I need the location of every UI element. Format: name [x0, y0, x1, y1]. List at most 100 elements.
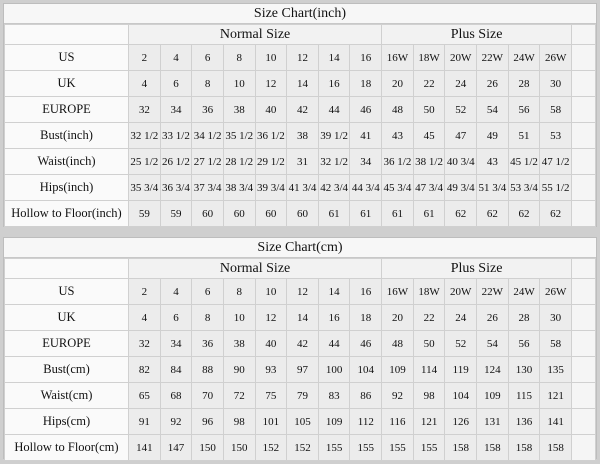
- size-value-cell: 150: [222, 434, 256, 461]
- empty-cell: [571, 278, 596, 305]
- size-value-cell: 45 1/2: [507, 148, 541, 175]
- size-table: Normal Size Plus Size US 2 4 6 8 10 12 14 16 16W 18W…: [4, 258, 596, 461]
- size-value-cell: 18: [349, 304, 383, 331]
- size-value-cell: 84: [159, 356, 193, 383]
- row-label: Waist(inch): [4, 148, 129, 175]
- size-value-cell: 152: [254, 434, 288, 461]
- size-value-cell: 34: [349, 148, 383, 175]
- size-value-cell: 104: [349, 356, 383, 383]
- size-value-cell: 60: [222, 200, 256, 227]
- size-value-cell: 119: [444, 356, 478, 383]
- row-label: Hips(cm): [4, 408, 129, 435]
- size-value-cell: 46: [349, 330, 383, 357]
- size-value-cell: 49 3/4: [444, 174, 478, 201]
- size-value-cell: 29 1/2: [254, 148, 288, 175]
- size-value-cell: 38 3/4: [222, 174, 256, 201]
- size-value-cell: 115: [507, 382, 541, 409]
- size-value-cell: 20W: [444, 278, 478, 305]
- size-value-cell: 34: [159, 330, 193, 357]
- size-value-cell: 59: [128, 200, 161, 227]
- size-value-cell: 45: [412, 122, 446, 149]
- size-value-cell: 12: [286, 278, 319, 305]
- empty-cell: [571, 96, 596, 123]
- table-row: EUROPE 32 34 36 38 40 42 44 46 48 50 52 54 56 58: [4, 330, 596, 357]
- size-value-cell: 61: [317, 200, 351, 227]
- size-value-cell: 39 1/2: [317, 122, 351, 149]
- size-value-cell: 155: [349, 434, 383, 461]
- group-normal-size: Normal Size: [127, 258, 383, 279]
- size-value-cell: 47: [444, 122, 478, 149]
- size-value-cell: 68: [159, 382, 193, 409]
- size-value-cell: 55 1/2: [539, 174, 572, 201]
- size-value-cell: 6: [191, 278, 224, 305]
- size-value-cell: 155: [317, 434, 351, 461]
- size-value-cell: 35 1/2: [222, 122, 256, 149]
- row-label: Hips(inch): [4, 174, 129, 201]
- size-value-cell: 92: [159, 408, 193, 435]
- size-value-cell: 53: [539, 122, 572, 149]
- size-value-cell: 10: [222, 70, 256, 97]
- size-value-cell: 62: [507, 200, 541, 227]
- table-row: Waist(inch) 25 1/2 26 1/2 27 1/2 28 1/2 29 1/…: [4, 148, 596, 175]
- size-value-cell: 40: [254, 96, 288, 123]
- size-value-cell: 20W: [444, 44, 478, 71]
- size-value-cell: 60: [254, 200, 288, 227]
- size-value-cell: 101: [254, 408, 288, 435]
- empty-cell: [571, 44, 596, 71]
- size-value-cell: 16: [317, 70, 351, 97]
- size-value-cell: 98: [412, 382, 446, 409]
- size-value-cell: 42: [286, 330, 319, 357]
- size-value-cell: 24: [444, 70, 478, 97]
- size-value-cell: 39 3/4: [254, 174, 288, 201]
- size-value-cell: 6: [159, 304, 193, 331]
- size-value-cell: 25 1/2: [128, 148, 161, 175]
- table-row: Hips(inch) 35 3/4 36 3/4 37 3/4 38 3/4 39 3/4…: [4, 174, 596, 201]
- table-row: US 2 4 6 8 10 12 14 16 16W 18W 20W 22W 24W 26W: [4, 44, 596, 71]
- size-value-cell: 105: [286, 408, 319, 435]
- size-value-cell: 38: [222, 96, 256, 123]
- size-value-cell: 26: [476, 304, 509, 331]
- size-value-cell: 43: [476, 148, 509, 175]
- size-value-cell: 24W: [507, 44, 541, 71]
- size-value-cell: 30: [539, 70, 572, 97]
- size-value-cell: 18: [349, 70, 383, 97]
- size-value-cell: 18W: [412, 44, 446, 71]
- size-value-cell: 41 3/4: [286, 174, 319, 201]
- size-value-cell: 53 3/4: [507, 174, 541, 201]
- size-value-cell: 61: [412, 200, 446, 227]
- size-chart-cm: Size Chart(cm) Normal Size Plus Size US 2 4 6…: [3, 237, 597, 461]
- empty-cell: [571, 330, 596, 357]
- size-value-cell: 26W: [539, 278, 572, 305]
- size-value-cell: 109: [381, 356, 414, 383]
- row-label: Waist(cm): [4, 382, 129, 409]
- size-value-cell: 26: [476, 70, 509, 97]
- size-value-cell: 109: [317, 408, 351, 435]
- size-value-cell: 14: [286, 304, 319, 331]
- size-value-cell: 112: [349, 408, 383, 435]
- size-value-cell: 16W: [381, 44, 414, 71]
- size-value-cell: 90: [222, 356, 256, 383]
- size-value-cell: 155: [381, 434, 414, 461]
- size-value-cell: 72: [222, 382, 256, 409]
- size-value-cell: 28: [507, 70, 541, 97]
- row-label: Hollow to Floor(inch): [4, 200, 129, 227]
- size-value-cell: 4: [128, 70, 161, 97]
- size-value-cell: 4: [159, 278, 193, 305]
- size-value-cell: 91: [128, 408, 161, 435]
- size-value-cell: 24: [444, 304, 478, 331]
- size-value-cell: 38 1/2: [412, 148, 446, 175]
- size-value-cell: 116: [381, 408, 414, 435]
- size-value-cell: 34 1/2: [191, 122, 224, 149]
- size-value-cell: 34: [159, 96, 193, 123]
- size-value-cell: 10: [254, 44, 288, 71]
- size-value-cell: 4: [128, 304, 161, 331]
- size-value-cell: 2: [128, 44, 161, 71]
- size-value-cell: 43: [381, 122, 414, 149]
- size-value-cell: 37 3/4: [191, 174, 224, 201]
- size-value-cell: 24W: [507, 278, 541, 305]
- size-value-cell: 54: [476, 330, 509, 357]
- size-value-cell: 51: [507, 122, 541, 149]
- size-value-cell: 36 3/4: [159, 174, 193, 201]
- size-value-cell: 40: [254, 330, 288, 357]
- size-value-cell: 56: [507, 96, 541, 123]
